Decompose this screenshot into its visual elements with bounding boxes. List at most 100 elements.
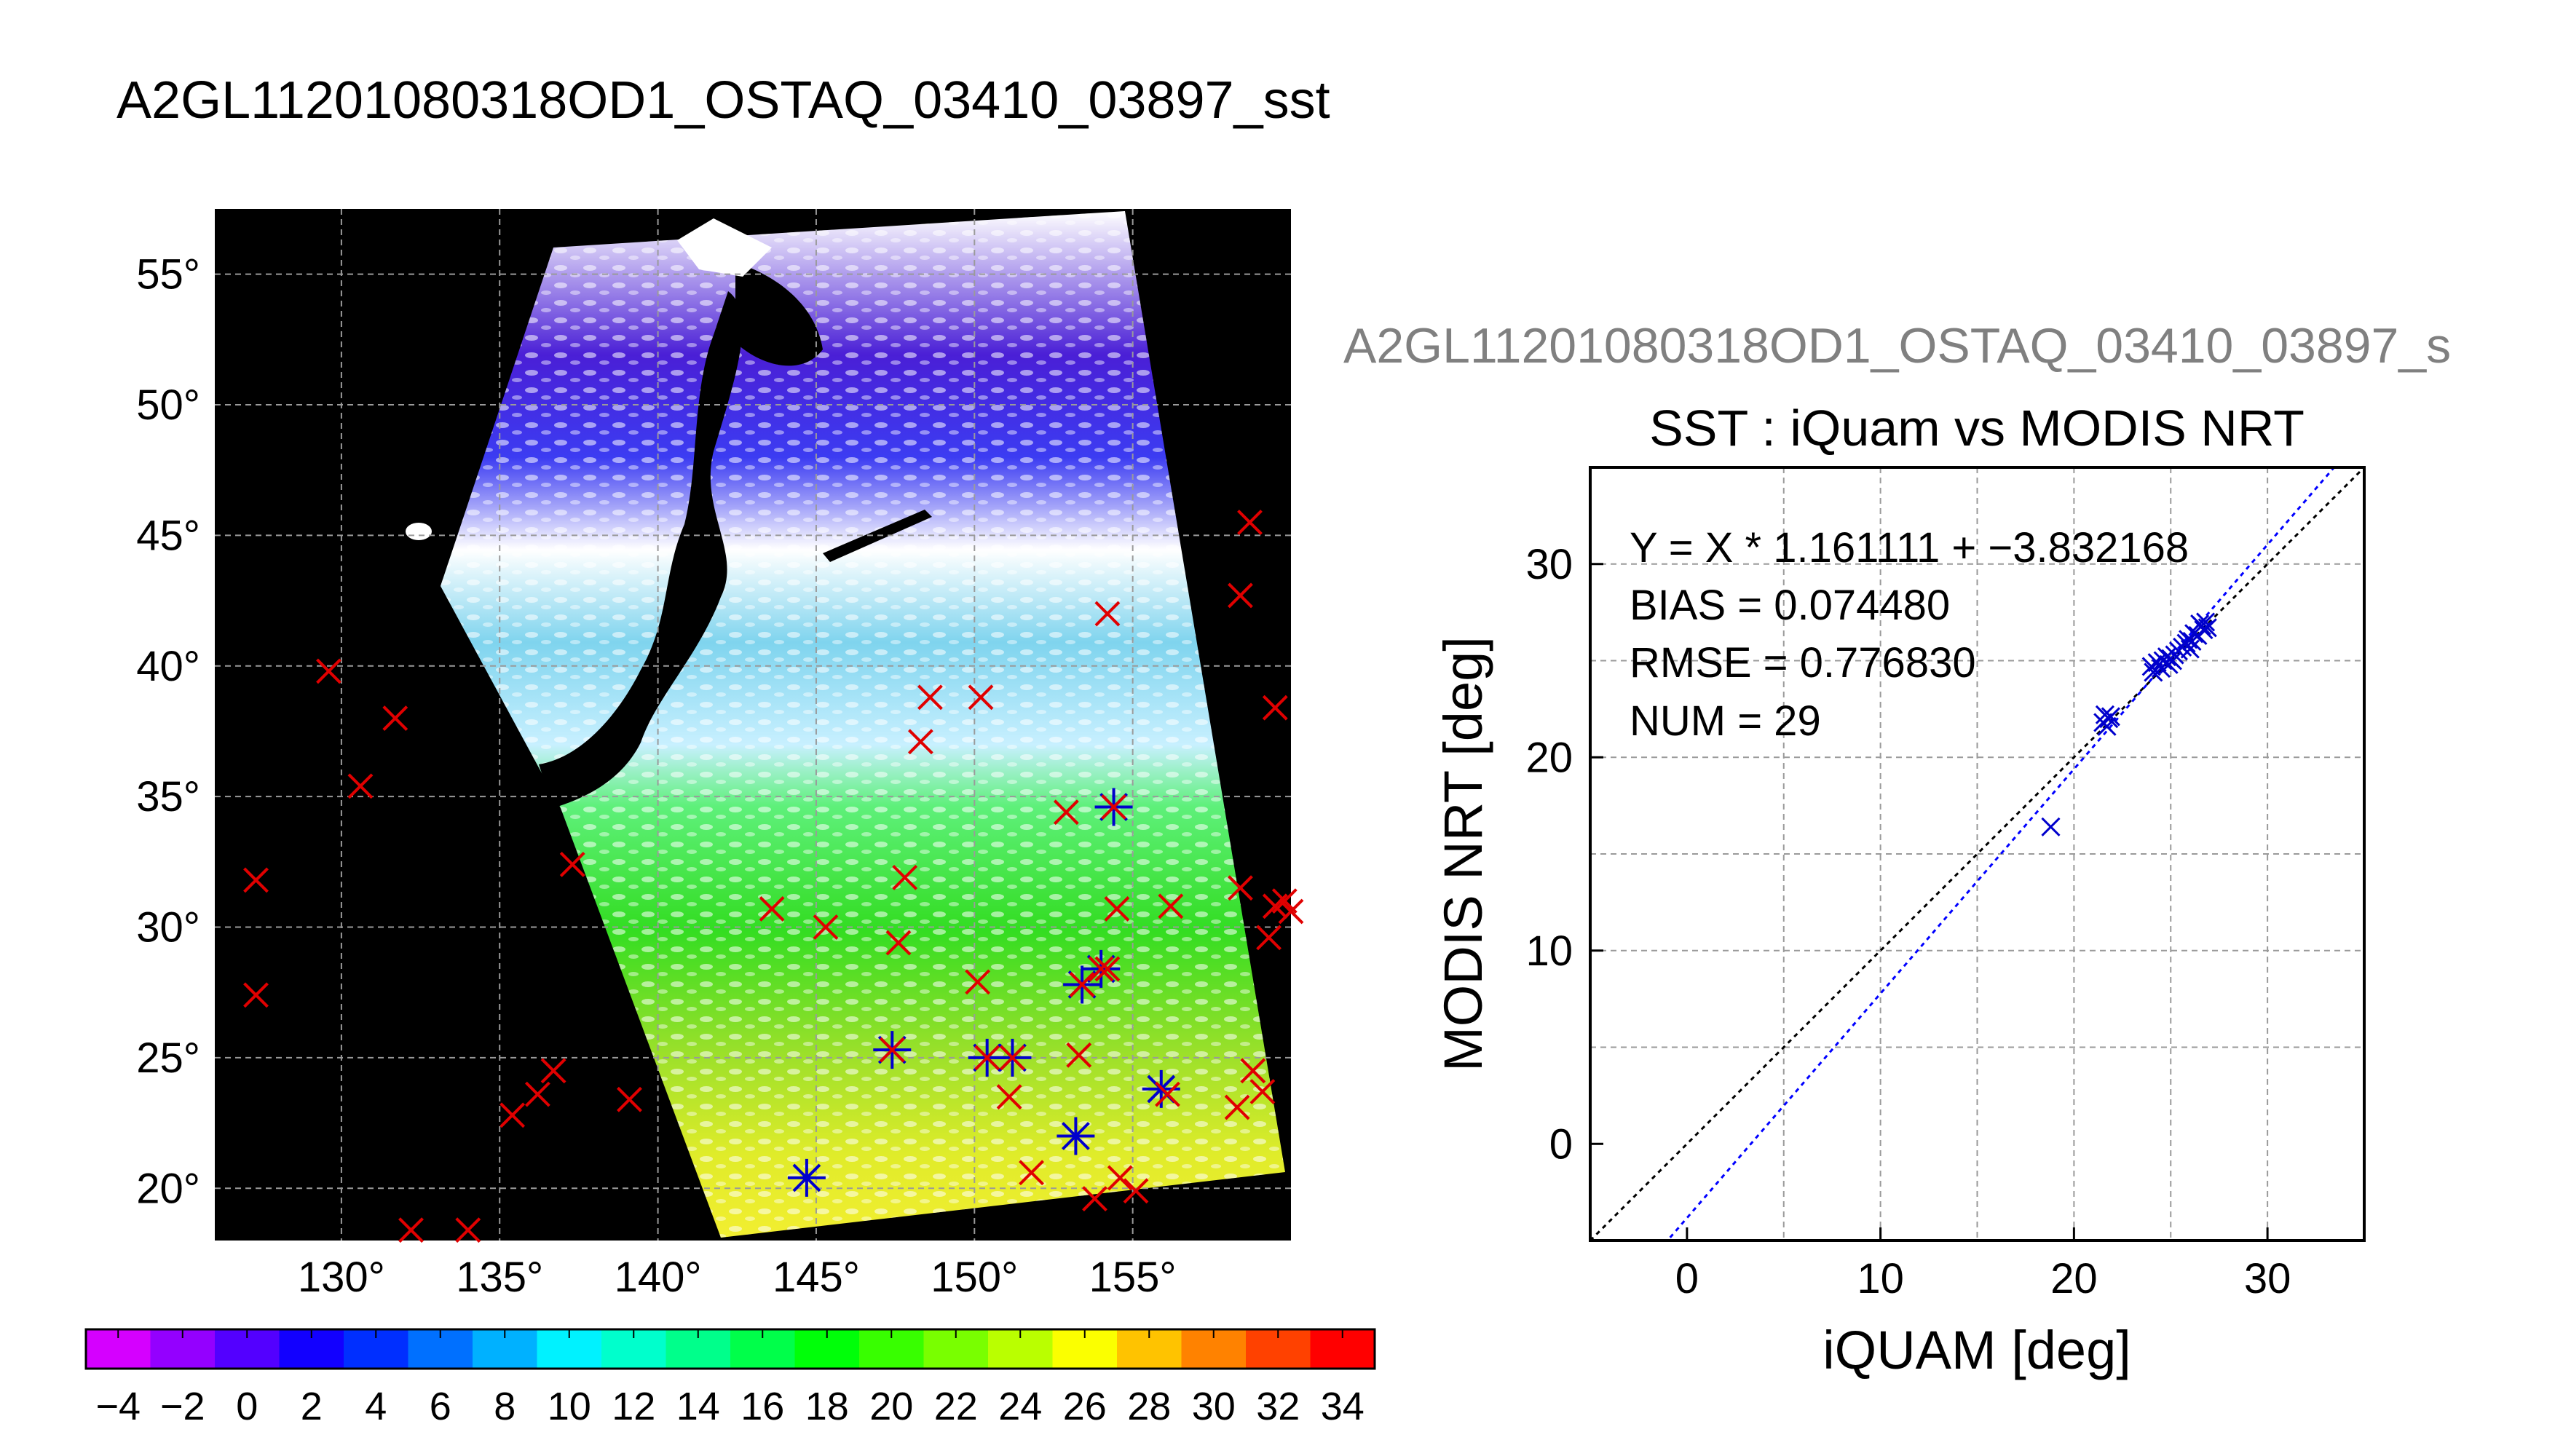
scatter-y-tick-label: 10	[1525, 927, 1573, 975]
iquam-marker	[1107, 1165, 1133, 1191]
map-lat-tick-label: 50°	[136, 381, 200, 429]
map-axis-ticks: 130° 135° 140° 145° 150° 155° 20° 25° 30° 35° 40° 4…	[136, 251, 1176, 1301]
colorbar-tick-label: 18	[805, 1385, 849, 1428]
iquam-marker-stroke	[243, 982, 269, 1008]
matched-marker	[1061, 1122, 1090, 1150]
main-title: A2GL11201080318OD1_OSTAQ_03410_03897_sst	[117, 71, 1330, 130]
iquam-marker-stroke	[1082, 1186, 1107, 1212]
iquam-marker-stroke	[1123, 1178, 1149, 1204]
iquam-marker-stroke	[455, 1217, 481, 1243]
scatter-point	[2190, 614, 2210, 634]
colorbar-tick-labels: −4 −2 0 2 4 6 8 10 12 14 16 18 20 22 24 26 28 30 32 34	[95, 1329, 1365, 1428]
map-lat-tick-label: 30°	[136, 904, 200, 951]
scatter-x-tick-label: 20	[2050, 1255, 2098, 1302]
iquam-marker	[540, 1058, 566, 1084]
colorbar-tick-label: 6	[430, 1385, 451, 1428]
iquam-marker	[617, 1086, 642, 1112]
stats-num: NUM = 29	[1630, 697, 1821, 745]
iquam-marker	[1228, 875, 1253, 901]
map-lat-tick-label: 25°	[136, 1034, 200, 1082]
scatter-point	[2179, 630, 2198, 649]
iquam-marker-stroke	[1101, 794, 1126, 820]
iquam-marker	[974, 1045, 1000, 1071]
iquam-marker	[965, 969, 991, 995]
land-japan	[539, 291, 743, 808]
map-lat-tick-label: 55°	[136, 251, 200, 298]
map-lon-tick-label: 130°	[298, 1254, 385, 1301]
iquam-marker	[1000, 1045, 1025, 1071]
scatter-point	[2196, 612, 2216, 632]
iquam-marker	[813, 914, 839, 940]
iquam-marker-stroke	[813, 914, 839, 940]
scatter-frame	[1589, 466, 2366, 1242]
iquam-marker	[968, 684, 994, 711]
iquam-marker-stroke	[540, 1058, 566, 1084]
iquam-marker	[243, 982, 269, 1008]
matched-marker-stroke	[792, 1163, 821, 1192]
scatter-x-tick-label: 0	[1675, 1255, 1699, 1302]
colorbar-tick-label: 26	[1063, 1385, 1107, 1428]
iquam-marker-stroke	[1256, 925, 1282, 951]
iquam-marker-stroke	[892, 864, 918, 890]
scatter-point-stroke	[2180, 639, 2200, 659]
iquam-marker	[1104, 895, 1130, 922]
iquam-marker-stroke	[885, 930, 912, 956]
scatter-title: SST : iQuam vs MODIS NRT	[1649, 400, 2305, 456]
iquam-marker	[1256, 925, 1282, 951]
iquam-marker-stroke	[759, 895, 785, 922]
map-lon-tick-label: 140°	[615, 1254, 702, 1301]
iquam-marker	[524, 1081, 550, 1107]
iquam-marker	[1088, 956, 1114, 982]
scatter-point-stroke	[2141, 657, 2161, 676]
map-lat-tick-label: 45°	[136, 512, 200, 559]
scatter-point-stroke	[2179, 630, 2198, 649]
scatter-x-tick-label: 10	[1857, 1255, 1904, 1302]
iquam-marker-stroke	[1053, 799, 1079, 826]
colorbar-tick-label: 10	[548, 1385, 591, 1428]
iquam-marker-stroke	[965, 969, 991, 995]
iquam-marker-stroke	[617, 1086, 642, 1112]
iquam-marker-stroke	[1088, 956, 1114, 982]
scatter-points	[2041, 612, 2217, 836]
colorbar-segments	[86, 1329, 1375, 1369]
iquam-marker	[1278, 898, 1304, 925]
colorbar-tick-label: −4	[95, 1385, 141, 1428]
iquam-marker-stroke	[907, 729, 933, 755]
iquam-marker-stroke	[347, 773, 374, 799]
iquam-marker	[455, 1217, 481, 1243]
iquam-marker-stroke	[1158, 893, 1184, 919]
scatter-tick-labels: 0 10 20 30 0 10 20 30	[1525, 541, 2291, 1302]
scatter-point	[2157, 647, 2176, 667]
iquam-marker	[917, 684, 943, 711]
iquam-marker	[1019, 1160, 1044, 1186]
scatter-point-stroke	[2097, 716, 2117, 736]
matched-marker	[792, 1163, 821, 1192]
iquam-marker-stroke	[1069, 972, 1095, 997]
land-island	[406, 523, 432, 540]
iquam-marker-stroke	[917, 684, 943, 711]
map-lat-tick-label: 35°	[136, 773, 200, 820]
iquam-marker-stroke	[524, 1081, 550, 1107]
iquam-marker	[759, 895, 785, 922]
colorbar-tick-label: 32	[1256, 1385, 1300, 1428]
x-axis-label: iQUAM [deg]	[1823, 1320, 2131, 1380]
scatter-y-tick-label: 20	[1525, 734, 1573, 781]
iquam-marker	[382, 705, 408, 731]
iquam-marker	[1240, 1058, 1266, 1084]
iquam-marker-stroke	[1228, 582, 1253, 609]
fit-line	[1666, 467, 2336, 1241]
iquam-marker	[879, 1037, 905, 1063]
iquam-marker-stroke	[1237, 510, 1263, 535]
land-sakhalin	[677, 218, 772, 277]
overlay-title: A2GL11201080318OD1_OSTAQ_03410_03897_s	[1343, 318, 2451, 373]
iquam-marker-stroke	[382, 705, 408, 731]
colorbar-tick-label: 16	[741, 1385, 784, 1428]
iquam-marker-stroke	[398, 1217, 424, 1243]
scatter-point-stroke	[2197, 618, 2217, 638]
matched-marker-stroke	[1061, 1122, 1090, 1150]
scatter-point-stroke	[2196, 612, 2216, 632]
scatter-grid	[1590, 467, 2364, 1241]
iquam-marker	[559, 852, 585, 877]
iquam-marker-stroke	[1249, 1079, 1276, 1104]
